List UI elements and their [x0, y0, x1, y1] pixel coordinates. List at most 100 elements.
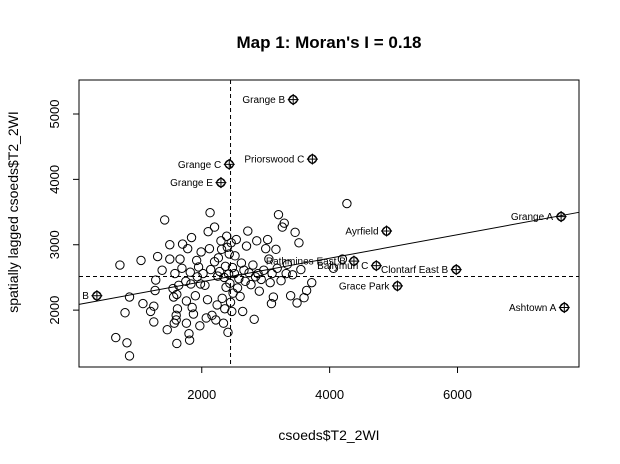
- data-point: [271, 244, 281, 255]
- data-point: [225, 297, 236, 307]
- data-point: [136, 255, 146, 266]
- data-point: [124, 292, 135, 302]
- influential-point-diamond: [91, 290, 103, 302]
- influential-point-diamond: [215, 176, 227, 189]
- influential-point-diamond: [306, 153, 319, 165]
- data-point: [301, 285, 312, 296]
- influential-point-diamond: [380, 225, 393, 237]
- data-point: [184, 328, 194, 339]
- influential-points: Grange B Priorswood C Grange C Grange E Ayrf…: [82, 93, 571, 314]
- data-point: [181, 296, 192, 306]
- data-point: [294, 238, 304, 248]
- data-point: [276, 276, 286, 286]
- data-point: [256, 274, 266, 285]
- data-point: [175, 254, 185, 264]
- influential-point-diamond: [450, 263, 462, 276]
- data-point: [292, 298, 302, 308]
- data-point: [287, 270, 298, 280]
- data-point: [206, 264, 216, 275]
- point-label: Grange B: [242, 95, 285, 106]
- point-label: Ayrfield: [345, 227, 378, 238]
- data-point: [186, 232, 197, 243]
- data-point: [172, 338, 182, 349]
- data-point: [264, 254, 274, 264]
- data-point: [159, 215, 170, 225]
- data-point: [217, 293, 227, 304]
- data-point: [227, 262, 238, 273]
- data-point: [290, 227, 300, 238]
- point-label: B: [82, 291, 89, 302]
- data-point: [235, 291, 245, 302]
- data-point: [337, 254, 348, 264]
- data-point: [342, 198, 352, 209]
- point-label: Grace Park: [339, 281, 391, 292]
- data-point: [190, 291, 201, 301]
- influential-point-diamond: [223, 158, 235, 171]
- point-label: Rathmines East B: [266, 257, 346, 268]
- data-point: [196, 247, 206, 257]
- data-point: [296, 264, 306, 275]
- data-point: [213, 253, 224, 263]
- data-point: [243, 226, 253, 236]
- data-point: [149, 317, 159, 327]
- influential-point-diamond: [370, 259, 383, 272]
- data-point: [241, 241, 252, 251]
- y-tick-label: 3000: [47, 230, 62, 259]
- data-point: [200, 280, 210, 290]
- y-tick-label: 2000: [47, 296, 62, 325]
- data-point: [185, 267, 195, 277]
- data-point: [171, 310, 181, 321]
- regression-line: [78, 211, 580, 305]
- data-point: [193, 262, 204, 272]
- data-point: [267, 268, 277, 279]
- data-point: [239, 265, 249, 275]
- data-point: [165, 254, 175, 264]
- data-point: [281, 268, 291, 279]
- x-tick-label: 4000: [315, 387, 344, 402]
- data-point: [230, 251, 240, 261]
- data-point: [177, 239, 188, 249]
- data-point: [265, 277, 275, 288]
- data-point: [170, 268, 180, 279]
- data-point: [211, 315, 221, 325]
- data-point: [162, 325, 172, 335]
- data-point: [240, 276, 250, 287]
- data-point: [266, 298, 277, 309]
- data-point: [279, 218, 289, 228]
- data-point: [262, 234, 273, 245]
- data-point: [171, 315, 181, 325]
- y-tick-label: 5000: [47, 100, 62, 129]
- data-point: [172, 304, 183, 314]
- data-point: [184, 335, 195, 345]
- point-label: Grange A: [511, 212, 554, 223]
- data-point: [221, 231, 232, 241]
- data-point: [188, 309, 199, 319]
- data-point: [282, 259, 293, 270]
- data-point: [246, 279, 256, 290]
- data-point: [145, 306, 156, 317]
- data-point: [259, 265, 269, 275]
- x-tick-label: 2000: [187, 387, 216, 402]
- data-point: [249, 314, 259, 324]
- data-point: [261, 243, 271, 254]
- data-point: [216, 244, 227, 255]
- data-point: [152, 251, 163, 262]
- x-tick-label: 6000: [443, 387, 472, 402]
- data-point: [157, 265, 167, 275]
- data-point: [202, 294, 213, 305]
- data-points: [111, 198, 352, 361]
- point-label: Ballymun C: [317, 261, 368, 272]
- data-point: [218, 318, 229, 328]
- data-point: [223, 327, 233, 338]
- data-point: [307, 277, 317, 288]
- y-tick-label: 4000: [47, 165, 62, 194]
- point-label: Priorswood C: [244, 155, 304, 166]
- data-point: [225, 278, 235, 289]
- data-point: [220, 304, 230, 314]
- data-point: [232, 283, 243, 293]
- chart-title: Map 1: Moran's I = 0.18: [237, 33, 422, 52]
- point-label: Ashtown A: [509, 303, 557, 314]
- data-point: [253, 268, 263, 279]
- data-point: [168, 292, 179, 302]
